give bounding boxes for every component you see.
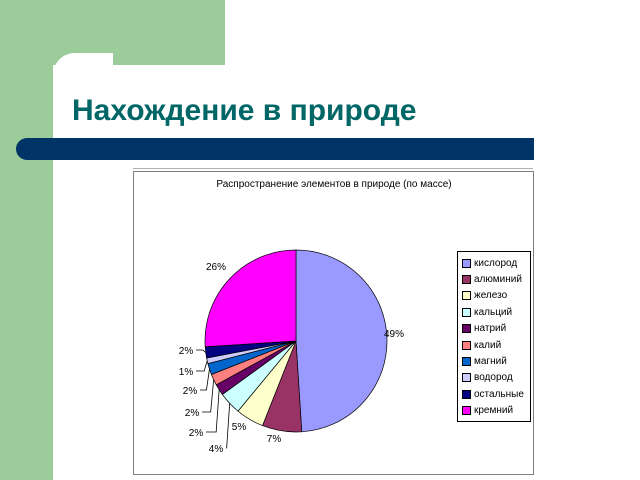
legend-label: кремний	[474, 405, 514, 417]
legend-label: калий	[474, 339, 502, 351]
legend: кислород алюминий железо кальций натрий калий…	[457, 251, 531, 422]
legend-label: натрий	[474, 323, 507, 335]
legend-swatch	[462, 389, 471, 399]
decor-white-corner	[53, 53, 113, 113]
legend-swatch	[462, 373, 471, 383]
legend-swatch	[462, 307, 471, 317]
legend-label: водород	[474, 372, 513, 384]
decor-green-strip	[0, 0, 53, 480]
data-label: 5%	[232, 422, 247, 433]
legend-item: кислород	[462, 256, 517, 270]
legend-item: алюминий	[462, 272, 522, 286]
legend-label: магний	[474, 355, 507, 367]
legend-item: водород	[462, 371, 513, 385]
legend-label: алюминий	[474, 273, 522, 285]
pie-slice-1	[295, 249, 388, 433]
legend-swatch	[462, 356, 471, 366]
legend-swatch	[462, 258, 471, 268]
legend-item: магний	[462, 354, 507, 368]
leader-line	[196, 349, 206, 353]
data-label: 2%	[179, 346, 194, 357]
legend-swatch	[462, 291, 471, 301]
legend-item: остальные	[462, 387, 524, 401]
legend-swatch	[462, 340, 471, 350]
leader-line	[202, 379, 215, 413]
slide-title: Нахождение в природе	[72, 94, 417, 127]
data-label: 7%	[267, 434, 282, 445]
divider	[133, 168, 533, 169]
legend-swatch	[462, 274, 471, 284]
leader-line	[196, 360, 208, 372]
pie-slice-10	[204, 249, 297, 348]
title-bar	[16, 138, 534, 160]
chart-title: Распространение элементов в природе (по …	[216, 179, 451, 190]
legend-item: кальций	[462, 305, 512, 319]
legend-item: железо	[462, 289, 507, 303]
legend-swatch	[462, 324, 471, 334]
data-label: 49%	[384, 329, 404, 340]
legend-label: кальций	[474, 306, 513, 318]
data-label: 26%	[206, 262, 226, 273]
pie-svg: Распространение элементов в природе (по …	[179, 179, 452, 455]
legend-swatch	[462, 406, 471, 416]
legend-item: калий	[462, 338, 501, 352]
pie-chart: Распространение элементов в природе (по …	[133, 171, 534, 475]
data-label: 2%	[183, 386, 198, 397]
legend-item: натрий	[462, 322, 506, 336]
legend-item: кремний	[462, 404, 513, 418]
data-label: 4%	[209, 444, 224, 455]
data-label: 2%	[185, 408, 200, 419]
leader-line	[206, 389, 220, 433]
legend-label: кислород	[474, 257, 518, 269]
leader-line	[200, 369, 210, 391]
data-label: 2%	[189, 428, 204, 439]
data-label: 1%	[179, 367, 194, 378]
leader-line	[226, 403, 231, 449]
legend-label: остальные	[474, 388, 524, 400]
legend-label: железо	[474, 290, 508, 302]
